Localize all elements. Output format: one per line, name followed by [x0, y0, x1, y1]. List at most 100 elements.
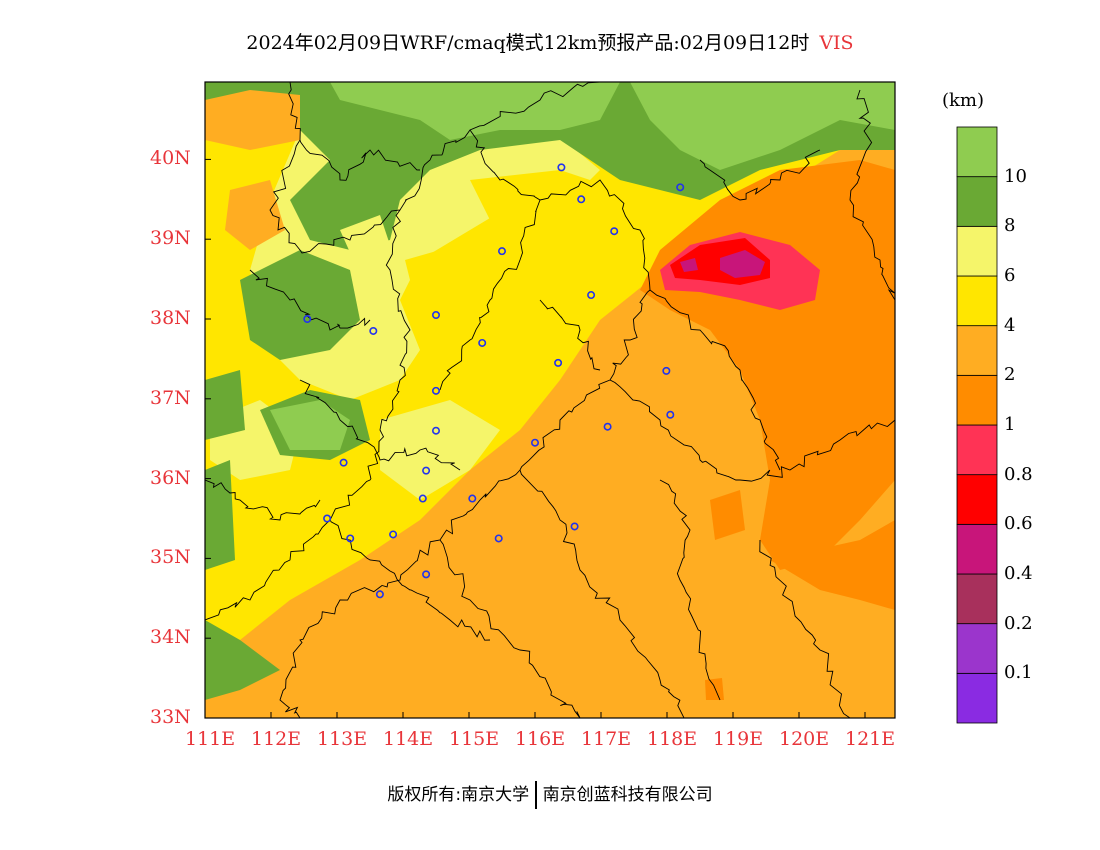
city-marker [339, 458, 348, 467]
city-marker [478, 338, 487, 347]
colorbar-swatch [956, 573, 998, 625]
border-line [649, 289, 781, 471]
city-marker [570, 522, 579, 531]
border-line [539, 299, 601, 371]
map-title: 2024年02月09日WRF/cmaq模式12km预报产品:02月09日12时 V… [0, 28, 1100, 55]
colorbar-swatch [956, 225, 998, 277]
colorbar-swatch [956, 474, 998, 525]
x-tick-label: 111E [185, 728, 236, 750]
copyright-footer: 版权所有:南京大学 南京创蓝科技有限公司 [0, 780, 1100, 809]
x-tick-label: 120E [779, 728, 830, 750]
border-line [299, 379, 461, 471]
city-marker [610, 227, 619, 236]
city-marker [494, 534, 503, 543]
city-marker [468, 494, 477, 503]
border-line [699, 149, 821, 201]
border-line [849, 89, 895, 301]
x-tick-label: 113E [317, 728, 368, 750]
colorbar-label: 10 [1004, 165, 1027, 187]
y-tick-label: 37N [150, 386, 191, 409]
city-marker [418, 494, 427, 503]
x-tick-label: 112E [251, 728, 302, 750]
colorbar-unit: (km) [942, 90, 985, 111]
colorbar-label: 4 [1004, 314, 1016, 336]
border-line [439, 199, 541, 391]
colorbar-label: 6 [1004, 265, 1016, 286]
border-line [249, 269, 371, 331]
colorbar-label: 0.8 [1004, 463, 1033, 485]
y-tick-label: 40N [150, 147, 191, 170]
border-line [269, 82, 601, 254]
footer-separator [535, 781, 537, 809]
y-tick-label: 36N [150, 466, 191, 489]
city-marker [431, 426, 440, 435]
x-tick-label: 119E [713, 728, 764, 750]
x-tick-label: 116E [515, 728, 566, 750]
border-line [519, 469, 691, 718]
y-tick-label: 39N [150, 227, 191, 250]
border-line [299, 139, 421, 181]
colorbar-swatch [956, 126, 998, 178]
colorbar-label: 0.1 [1004, 662, 1033, 684]
footer-left: 版权所有:南京大学 [387, 785, 530, 805]
y-tick-label: 34N [150, 626, 191, 649]
x-tick-label: 114E [383, 728, 434, 750]
colorbar-label: 0.6 [1004, 513, 1033, 535]
map-title-main: 2024年02月09日WRF/cmaq模式12km预报产品:02月09日12时 [246, 32, 810, 54]
city-marker [303, 314, 312, 323]
border-line [469, 129, 651, 381]
colorbar-swatch [956, 325, 998, 376]
city-marker [431, 311, 440, 320]
city-marker [375, 590, 384, 599]
border-line [205, 479, 321, 521]
city-marker [666, 410, 675, 419]
city-marker [422, 466, 431, 475]
border-line [329, 519, 491, 641]
colorbar [956, 126, 998, 724]
city-marker [497, 247, 506, 256]
city-markers [303, 163, 685, 599]
border-line [205, 209, 411, 621]
colorbar-swatch [956, 523, 998, 575]
border-line [279, 379, 611, 718]
city-marker [587, 291, 596, 300]
footer-right: 南京创蓝科技有限公司 [542, 785, 713, 805]
city-marker [557, 163, 566, 172]
border-line [609, 379, 895, 482]
colorbar-swatch [956, 176, 998, 227]
colorbar-label: 0.4 [1004, 563, 1033, 584]
city-marker [431, 386, 440, 395]
colorbar-swatch [956, 374, 998, 426]
colorbar-swatch [956, 424, 998, 476]
colorbar-swatch [956, 672, 998, 724]
y-tick-label: 38N [150, 307, 191, 329]
x-tick-label: 118E [647, 728, 698, 750]
city-marker [554, 358, 563, 367]
city-marker [389, 530, 398, 539]
x-tick-label: 115E [449, 728, 500, 750]
city-marker [676, 183, 685, 192]
city-marker [530, 438, 539, 447]
x-tick-label: 117E [581, 728, 632, 750]
colorbar-swatch [956, 623, 998, 674]
visibility-field [205, 82, 895, 718]
city-marker [603, 422, 612, 431]
colorbar-label: 1 [1004, 414, 1016, 435]
border-line [439, 539, 581, 718]
city-marker [369, 326, 378, 335]
border-line [659, 479, 721, 701]
city-marker [577, 195, 586, 204]
city-marker [323, 514, 332, 523]
city-marker [422, 570, 431, 579]
y-tick-label: 33N [150, 706, 191, 728]
y-tick-label: 35N [150, 546, 191, 569]
border-line [759, 539, 851, 718]
map-title-variable: VIS [819, 32, 854, 54]
city-marker [662, 366, 671, 375]
colorbar-label: 8 [1004, 215, 1016, 237]
province-borders [205, 82, 895, 718]
city-marker [346, 534, 355, 543]
colorbar-swatch [956, 275, 998, 327]
colorbar-label: 0.2 [1004, 612, 1033, 634]
